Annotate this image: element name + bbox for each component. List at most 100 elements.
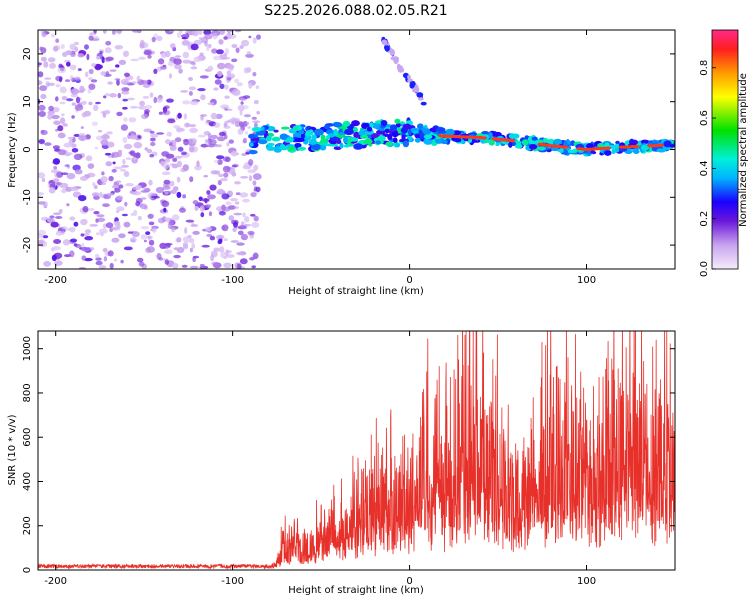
signal-blob: [435, 127, 446, 133]
noise-speckle: [93, 211, 100, 215]
signal-blob: [279, 133, 289, 140]
signal-peak: [604, 146, 611, 150]
noise-speckle: [250, 213, 256, 217]
noise-speckle: [162, 108, 167, 114]
noise-speckle: [66, 172, 76, 180]
noise-speckle: [172, 262, 179, 269]
signal-blob: [311, 143, 321, 151]
signal-blob: [380, 120, 388, 127]
noise-speckle: [233, 221, 238, 228]
noise-speckle: [244, 216, 250, 223]
noise-speckle: [203, 175, 208, 178]
noise-speckle: [166, 219, 171, 223]
noise-speckle: [237, 230, 244, 236]
noise-speckle: [247, 126, 251, 129]
noise-speckle: [184, 227, 188, 234]
noise-speckle: [182, 59, 191, 64]
noise-speckle: [58, 209, 63, 214]
signal-blob: [495, 142, 500, 146]
noise-speckle: [204, 226, 212, 232]
noise-speckle: [158, 111, 163, 115]
noise-speckle: [208, 211, 213, 217]
noise-speckle: [192, 256, 196, 263]
noise-speckle: [191, 243, 196, 249]
signal-blob: [333, 128, 339, 136]
noise-speckle: [245, 223, 252, 227]
noise-speckle: [177, 112, 182, 119]
noise-speckle: [70, 88, 80, 95]
signal-blob: [266, 135, 272, 142]
noise-speckle: [182, 51, 189, 59]
noise-speckle: [109, 93, 117, 98]
signal-blob: [529, 144, 538, 150]
signal-blob: [524, 135, 529, 140]
noise-speckle: [135, 201, 141, 207]
signal-blob: [281, 126, 290, 130]
noise-speckle: [218, 173, 224, 178]
noise-speckle: [114, 45, 124, 50]
noise-speckle: [200, 114, 207, 117]
noise-speckle: [127, 97, 135, 101]
noise-speckle: [138, 105, 147, 110]
noise-speckle: [87, 88, 92, 94]
noise-speckle: [69, 226, 76, 233]
noise-speckle: [220, 251, 227, 259]
noise-speckle: [111, 226, 121, 231]
noise-speckle: [212, 32, 218, 40]
signal-blob: [360, 135, 369, 139]
noise-speckle: [237, 225, 247, 230]
noise-speckle: [214, 79, 222, 85]
noise-speckle: [144, 147, 149, 151]
noise-speckle: [240, 233, 248, 241]
noise-speckle: [120, 259, 124, 264]
noise-speckle: [146, 246, 155, 253]
noise-speckle: [182, 236, 192, 243]
noise-speckle: [94, 254, 100, 259]
noise-speckle: [103, 95, 107, 99]
noise-speckle: [219, 83, 225, 90]
noise-speckle: [91, 121, 98, 127]
noise-speckle: [139, 100, 146, 107]
signal-blob: [293, 126, 298, 131]
noise-speckle: [193, 39, 203, 46]
noise-speckle: [109, 69, 117, 72]
noise-speckle: [185, 32, 190, 39]
noise-speckle: [189, 100, 199, 106]
noise-speckle: [150, 141, 156, 147]
noise-speckle: [44, 77, 52, 80]
noise-speckle: [158, 257, 163, 261]
noise-speckle: [115, 64, 120, 68]
signal-blob: [392, 137, 398, 143]
noise-speckle: [124, 201, 128, 207]
colorbar-gradient: [711, 29, 739, 270]
noise-speckle: [57, 149, 67, 156]
noise-speckle: [45, 81, 50, 88]
noise-speckle: [105, 222, 114, 229]
streak-blob: [417, 97, 424, 101]
noise-speckle: [242, 212, 246, 218]
noise-speckle: [205, 204, 212, 209]
signal-blob: [372, 122, 380, 129]
noise-speckle: [74, 46, 78, 52]
noise-speckle: [49, 215, 55, 219]
noise-speckle: [206, 190, 211, 195]
noise-speckle: [239, 110, 243, 116]
noise-speckle: [53, 166, 58, 170]
noise-speckle: [61, 188, 67, 194]
signal-blob: [266, 146, 275, 151]
noise-speckle: [183, 113, 188, 120]
spectrogram-heatmap: [38, 30, 675, 269]
noise-speckle: [81, 247, 90, 252]
noise-speckle: [206, 233, 213, 237]
noise-speckle: [209, 235, 216, 241]
noise-speckle: [186, 123, 190, 127]
noise-speckle: [256, 110, 261, 115]
signal-blob: [273, 129, 279, 133]
noise-speckle: [140, 80, 149, 84]
noise-speckle: [116, 180, 122, 184]
noise-speckle: [137, 135, 141, 139]
noise-speckle: [81, 88, 86, 92]
signal-blob: [514, 143, 523, 149]
noise-speckle: [189, 127, 199, 133]
